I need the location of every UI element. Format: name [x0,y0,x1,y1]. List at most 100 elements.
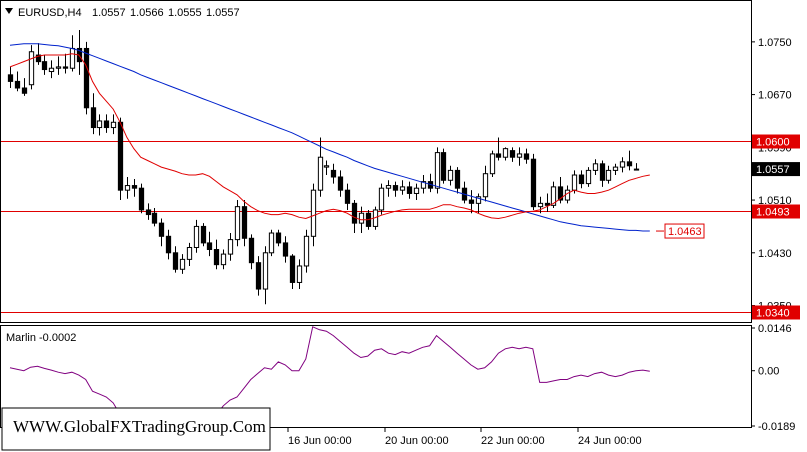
candle-body-bull [447,169,454,181]
indicator-label: Marlin -0.0002 [6,332,76,344]
candle-body-bear [7,74,14,82]
candle [96,114,103,136]
candle-body-bull [605,169,612,181]
candle [406,181,413,199]
close-value: 1.0557 [206,7,240,19]
candle-body-bull [268,232,275,254]
candle-body-bear [248,237,255,264]
candle [220,249,227,270]
candle-body-bear [83,47,90,109]
candle [544,193,551,212]
candle-body-bull [619,161,626,168]
time-tick-label: 24 Jun 00:00 [578,435,642,447]
candle-body-bull [633,168,640,171]
candle [626,150,633,171]
candle-body-bull [385,185,392,189]
price-tick-label: 1.0670 [758,90,792,102]
candle-body-bull [612,166,619,171]
candle-body-bear [351,202,358,224]
candle-body-bear [131,185,138,189]
candle-body-bull [564,189,571,201]
level-label-box-0 [752,134,800,149]
candle-body-bear [454,169,461,189]
candle [323,160,330,176]
candle-body-bear [103,120,110,129]
candle-body-bull [234,206,241,241]
candle [495,137,502,161]
candle [193,219,200,253]
candle [268,229,275,257]
candle [537,196,544,214]
candle [124,176,131,199]
candle-body-bear [523,153,530,160]
candle-body-bear [172,252,179,270]
candle-body-bull [303,235,310,267]
indicator-tick-label: 0.00 [758,366,779,378]
price-tick-label: 1.0430 [758,248,792,260]
candle [145,203,152,220]
candle [151,207,158,227]
candle [103,114,110,133]
candle [585,167,592,187]
candle [434,147,441,194]
candle [206,231,213,257]
chart-menu-triangle-icon[interactable] [5,8,13,14]
candle [523,148,530,164]
candle-body-bear [138,187,145,211]
candle-body-bull [220,253,227,266]
candle [213,239,220,270]
indicator-tick-label: 0.0146 [758,323,792,335]
time-tick-label: 20 Jun 00:00 [385,435,449,447]
high-value: 1.0566 [130,7,164,19]
candle [592,159,599,176]
candle [7,66,14,89]
level-label-box-2 [752,305,800,320]
candle [482,165,489,202]
time-tick-label: 16 Jun 00:00 [288,435,352,447]
candle [310,183,317,247]
candle [351,200,358,234]
candle-body-bear [289,255,296,283]
candle [110,114,117,135]
candle [605,165,612,184]
candle-body-bull [227,239,234,255]
ma-fast-line [9,53,650,221]
candle [14,71,21,92]
candle-body-bear [330,169,337,178]
candle [599,160,606,187]
candle-body-bear [468,199,475,204]
candle-body-bull [186,247,193,260]
candle-body-bear [495,153,502,158]
candle [21,78,28,96]
candle-body-bear [200,225,207,244]
candle [158,218,165,247]
candle [489,150,496,177]
candle [578,170,585,189]
candle-body-bear [213,248,220,266]
candle-body-bull [537,202,544,208]
candle-body-bear [35,54,42,63]
candle-body-bear [626,161,633,167]
candle-body-bull [124,185,131,191]
candle-body-bear [62,66,69,69]
candle-body-bear [145,209,152,216]
candle [200,223,207,247]
target-label-box [664,223,705,239]
candle-body-bear [406,186,413,194]
candle [420,175,427,194]
candle [399,180,406,195]
candle [35,43,42,65]
candle [227,233,234,261]
candle [413,183,420,201]
candle [28,45,35,90]
candle-body-bear [599,163,606,181]
candle [262,246,269,305]
candle-body-bull [571,174,578,191]
target-label: 1.0463 [668,226,702,238]
time-axis: 16 Jun 00:00 20 Jun 00:00 22 Jun 00:00 24 J… [287,428,642,447]
candle-body-bull [317,156,324,191]
candle-body-bear [440,152,447,181]
low-value: 1.0555 [168,7,202,19]
candle [516,147,523,166]
